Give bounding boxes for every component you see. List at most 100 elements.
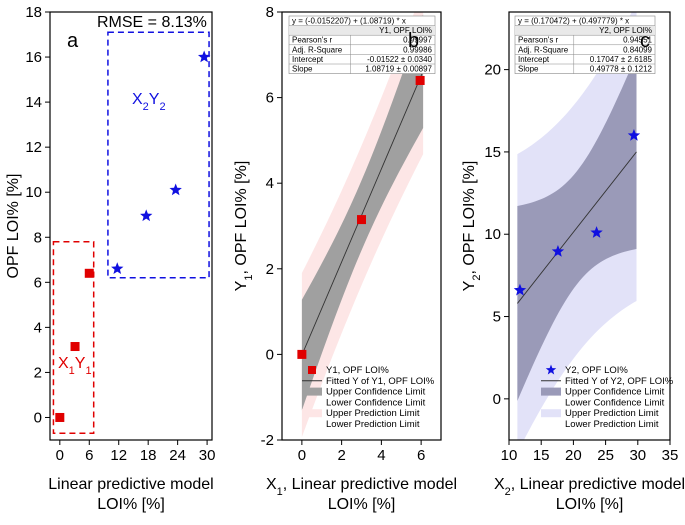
panel-c-ytick-label: 15 [484,144,501,161]
panel-c-ytick-label: 10 [484,226,501,243]
panel-b-ytick-label: 4 [266,175,274,192]
panel-b-ytick-label: -2 [261,432,274,449]
panel-a-xtick-label: 12 [110,447,127,464]
panel-a-ytick-label: 12 [25,139,42,156]
group-label-X1Y1-part: 1 [69,365,75,377]
stats-value-b: 0.99997 [403,36,432,45]
group-box-X2Y2 [107,31,210,279]
panel-letter-b: b [408,30,419,52]
stats-name-b: Slope [292,65,313,74]
panel-c-ytick-label: 0 [493,391,501,408]
panel-c-ylabel-part: Y [461,280,478,291]
panel-b-xlabel-2: LOI% [%] [328,496,396,513]
point-c [513,283,527,296]
panel-c-xtick-label: 30 [629,447,646,464]
legend-label-b: Upper Prediction Limit [326,408,420,419]
panel-a-xlabel-2: LOI% [%] [97,496,165,513]
point-X2Y2 [197,50,211,63]
group-label-X2Y2: X2Y2 [132,91,166,113]
panel-b-xtick-label: 4 [377,447,385,464]
legend-label-c: Y2, OPF LOI% [565,365,628,376]
panel-c-xtick-label: 35 [662,447,679,464]
legend-label-c: Lower Confidence Limit [565,397,665,408]
stats-name-c: Intercept [518,55,550,64]
point-b [357,215,366,225]
panel-b-xtick-label: 6 [417,447,425,464]
stats-value-c: 0.84099 [623,45,652,54]
panel-b-ylabel: Y1, OPF LOI% [%] [233,161,255,292]
point-b [297,349,307,359]
point-X2Y2 [140,209,153,222]
stats-value-b: -0.01522 ± 0.0340 [367,55,432,64]
panel-c-ylabel-part: 2 [471,275,483,281]
panel-b-xlabel-1-part: X [266,476,277,493]
group-box-X1Y1 [52,241,95,434]
panel-b-ylabel-part: , OPF LOI% [%] [233,161,250,275]
panel-a-xtick-label: 0 [56,447,64,464]
panel-c-ylabel-part: , OPF LOI% [%] [461,161,478,275]
legend-swatch-c [541,387,561,396]
stats-value-c: 0.49778 ± 0.1212 [590,65,653,74]
group-label-X1Y1-part: 1 [85,365,91,377]
panel-c-xtick-label: 15 [533,447,550,464]
panel-a-ytick-label: 16 [25,49,42,66]
panel-b-xtick-label: 2 [337,447,345,464]
stats-equation-b: y = (-0.0152207) + (1.08719) * x [292,17,406,26]
panel-c-ylabel: Y2, OPF LOI% [%] [461,161,483,292]
panel-b-xlabel-1-part: , Linear predictive model [283,476,457,493]
stats-name-b: Intercept [292,55,324,64]
stats-value-b: 1.08719 ± 0.00897 [365,65,432,74]
panel-a-xtick-label: 6 [85,447,93,464]
panel-c-xlabel-1-part: 2 [505,486,511,498]
panel-b-ylabel-part: 1 [243,275,255,281]
stats-header-b: Y1, OPF LOI% [379,26,432,35]
panel-c-xlabel-1: X2, Linear predictive model [494,476,685,498]
panel-a-xlabel-1: Linear predictive model [48,476,213,493]
panel-a-ytick-label: 18 [25,4,42,21]
panel-a-ytick-label: 2 [34,364,42,381]
legend-swatch-c [541,409,561,418]
panel-a-xtick-label: 18 [140,447,157,464]
panel-b-xlabel-1-part: 1 [277,486,283,498]
point-X2Y2 [169,183,182,196]
stats-value-c: 0.17047 ± 2.6185 [590,55,653,64]
panel-a-ytick-label: 10 [25,184,42,201]
stats-name-b: Adj. R-Square [292,45,343,54]
point-X2Y2 [111,262,124,275]
legend-swatch-b [308,366,316,374]
panel-c-xtick-label: 20 [565,447,582,464]
point-c [627,128,641,141]
stats-equation-c: y = (0.170472) + (0.497779) * x [518,17,629,26]
stats-name-b: Pearson's r [292,36,333,45]
panel-b-ytick-label: 2 [266,261,274,278]
panel-c-ytick-label: 5 [493,309,501,326]
group-label-X2Y2-part: 2 [159,101,165,113]
panel-c-xtick-label: 10 [501,447,518,464]
panel-a-frame [49,11,213,441]
panel-a-xtick-label: 24 [169,447,186,464]
legend-label-c: Upper Prediction Limit [565,408,659,419]
group-label-X1Y1: X1Y1 [58,355,92,377]
panel-b-ytick-label: 0 [266,346,274,363]
group-label-X2Y2-part: 2 [143,101,149,113]
panel-a-ytick-label: 0 [34,409,42,426]
point-X1Y1 [70,342,80,352]
panel-c-ytick-label: 20 [484,62,501,79]
legend-label-b: Upper Confidence Limit [326,387,426,398]
panel-a-ytick-label: 8 [34,229,42,246]
point-X1Y1 [55,412,65,422]
panel-a-ytick-label: 4 [34,319,42,336]
panel-c-xlabel-1-part: , Linear predictive model [511,476,685,493]
panel-c-xtick-label: 25 [597,447,614,464]
group-label-X2Y2-part: X [132,91,143,108]
rmse-annotation: RMSE = 8.13% [97,14,207,31]
stats-name-c: Slope [518,65,539,74]
point-c [590,226,603,238]
stats-name-c: Pearson's r [518,36,559,45]
legend-label-c: Lower Prediction Limit [565,419,659,430]
fit-line-b [301,71,424,356]
point-X1Y1 [84,268,94,278]
panel-a-ylabel: OPF LOI% [%] [5,174,22,279]
panel-letter-c: c [640,30,650,52]
